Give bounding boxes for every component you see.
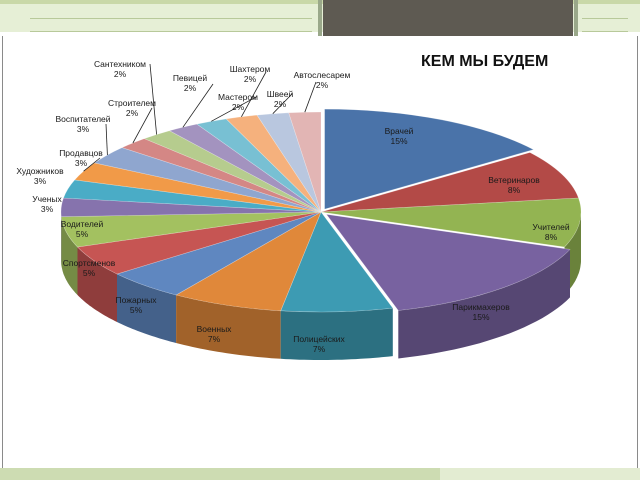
leader-line-16 <box>211 96 257 122</box>
slice-value-label-11: 3% <box>75 158 88 168</box>
leader-line-19 <box>304 81 317 113</box>
pie-slice-10 <box>63 179 322 213</box>
slice-label-5: Военных <box>197 324 233 334</box>
slide-top-frame <box>0 0 640 36</box>
slice-label-1: Ветеринаров <box>488 175 540 185</box>
frame-dark-edge-left <box>318 0 322 36</box>
pie-side-8 <box>61 216 78 295</box>
pie-labels: Врачей15%Ветеринаров8%Учителей8%Парикмах… <box>16 59 569 354</box>
slice-value-label-13: 2% <box>126 108 139 118</box>
slice-value-label-17: 2% <box>244 74 257 84</box>
pie-side-5 <box>176 295 281 359</box>
frame-top-stripe-left <box>30 18 312 32</box>
slice-label-16: Мастером <box>218 92 258 102</box>
frame-dark-edge-right <box>574 0 578 36</box>
slice-label-14: Сантехником <box>94 59 146 69</box>
pie-slice-8 <box>60 211 322 248</box>
pie-side-6 <box>117 274 177 343</box>
slice-value-label-5: 7% <box>208 334 221 344</box>
slice-label-17: Шахтером <box>230 64 271 74</box>
slice-label-12: Воспитателей <box>55 114 110 124</box>
pie-slice-5 <box>175 211 322 312</box>
pie-side-4 <box>280 308 393 360</box>
slice-label-4: Полицейских <box>293 334 345 344</box>
slice-label-10: Художников <box>16 166 64 176</box>
frame-top-stripe-right <box>582 18 628 32</box>
pie-slice-0 <box>324 108 535 210</box>
pie-slice-2 <box>320 197 582 248</box>
leader-line-14 <box>149 63 157 135</box>
pie-slice-4 <box>280 211 394 313</box>
leader-line-12 <box>105 123 108 156</box>
pie-slice-3 <box>325 213 571 311</box>
leader-line-15 <box>182 83 214 128</box>
pie-slice-14 <box>143 130 322 213</box>
slice-value-label-16: 2% <box>232 102 245 112</box>
slice-value-label-9: 3% <box>41 204 54 214</box>
slice-label-6: Пожарных <box>116 295 158 305</box>
slice-label-3: Парикмахеров <box>452 302 510 312</box>
frame-dark-block <box>323 0 573 36</box>
pie-leader-lines <box>83 63 317 172</box>
slice-label-7: Спортсменов <box>63 258 116 268</box>
slice-value-label-0: 15% <box>390 136 407 146</box>
slice-label-2: Учителей <box>532 222 570 232</box>
slice-value-label-14: 2% <box>114 69 127 79</box>
pie-tops <box>60 108 582 313</box>
pie-slice-9 <box>60 197 322 218</box>
slice-label-18: Швеей <box>267 89 294 99</box>
slice-label-11: Продавцов <box>59 148 103 158</box>
slice-label-0: Врачей <box>385 126 414 136</box>
slice-value-label-15: 2% <box>184 83 197 93</box>
frame-bottom-light <box>440 468 640 480</box>
slice-value-label-10: 3% <box>34 176 47 186</box>
pie-side-7 <box>77 247 117 322</box>
slice-value-label-18: 2% <box>274 99 287 109</box>
slice-value-label-4: 7% <box>313 344 326 354</box>
slide-bottom-frame <box>0 468 640 480</box>
slice-value-label-2: 8% <box>545 232 558 242</box>
slice-value-label-1: 8% <box>508 185 521 195</box>
slice-value-label-19: 2% <box>316 80 329 90</box>
slice-value-label-6: 5% <box>130 305 143 315</box>
slice-value-label-8: 5% <box>76 229 89 239</box>
leader-line-11 <box>83 157 101 172</box>
slice-label-19: Автослесарем <box>294 70 351 80</box>
pie-slice-1 <box>320 152 579 213</box>
slice-value-label-12: 3% <box>77 124 90 134</box>
chart-title: КЕМ МЫ БУДЕМ <box>421 53 549 70</box>
pie-side-3 <box>398 249 570 359</box>
pie-slice-6 <box>116 211 322 296</box>
pie-slice-7 <box>76 211 322 275</box>
slice-label-9: Ученых <box>32 194 62 204</box>
slice-label-15: Певицей <box>173 73 208 83</box>
slice-label-13: Строителем <box>108 98 156 108</box>
pie-slice-18 <box>256 112 322 213</box>
slice-value-label-7: 5% <box>83 268 96 278</box>
pie-sides <box>61 212 581 360</box>
leader-line-18 <box>272 93 293 114</box>
slice-label-8: Водителей <box>61 219 104 229</box>
leader-line-13 <box>132 107 153 144</box>
slice-value-label-3: 15% <box>472 312 489 322</box>
leader-line-17 <box>241 71 267 117</box>
